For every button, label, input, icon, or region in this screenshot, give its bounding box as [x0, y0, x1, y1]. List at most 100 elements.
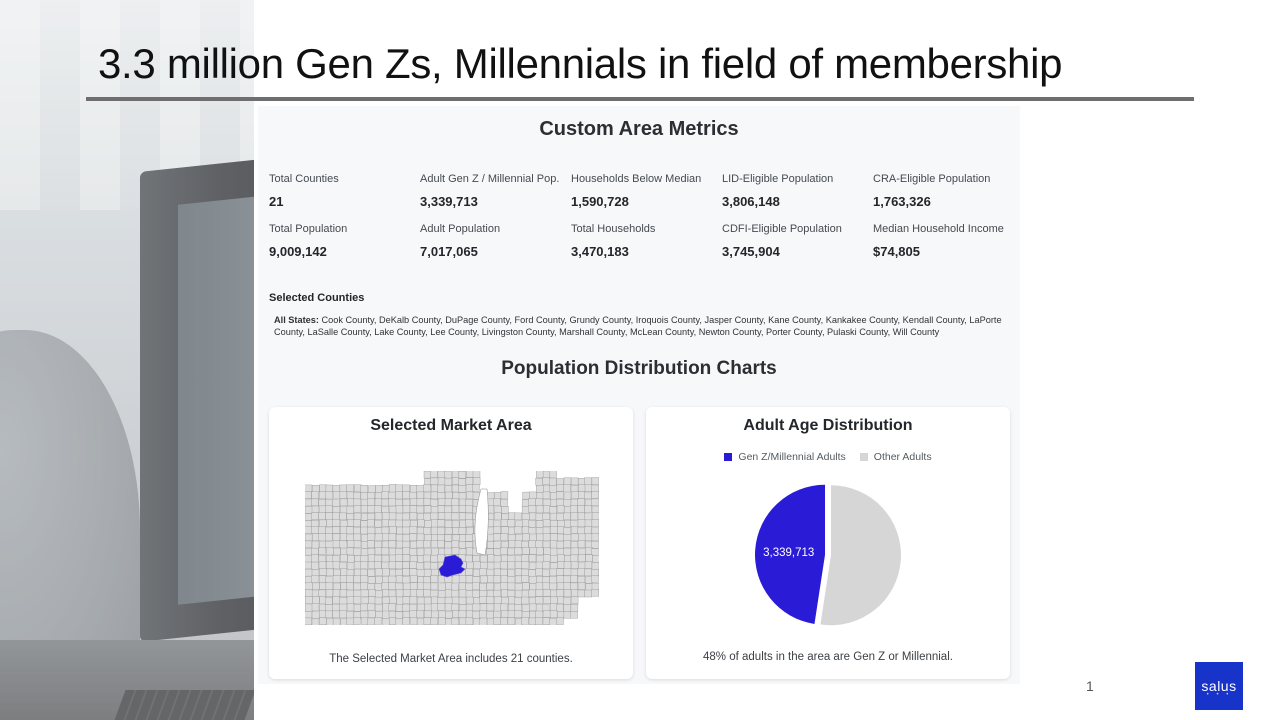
county-shape: [340, 554, 348, 562]
county-shape: [367, 569, 375, 577]
county-shape: [416, 610, 424, 618]
county-shape: [556, 568, 564, 576]
county-shape: [431, 611, 439, 619]
county-shape: [346, 569, 355, 577]
county-shape: [325, 610, 333, 619]
market-area-map: [305, 471, 599, 625]
county-shape: [459, 617, 467, 625]
metric-value: 3,339,713: [420, 194, 478, 209]
county-shape: [570, 477, 579, 486]
county-shape: [402, 540, 410, 549]
county-shape: [353, 526, 361, 535]
county-shape: [444, 527, 453, 535]
county-shape: [500, 533, 508, 541]
county-shape: [563, 512, 571, 521]
county-shape: [318, 561, 327, 569]
county-shape: [466, 547, 474, 555]
metric-label: Households Below Median: [571, 173, 702, 185]
county-shape: [472, 555, 480, 563]
selected-counties-list: All States: Cook County, DeKalb County, …: [274, 314, 1009, 338]
county-shape: [325, 533, 333, 541]
county-shape: [549, 568, 558, 577]
county-shape: [556, 604, 564, 612]
county-shape: [584, 526, 592, 534]
county-shape: [333, 568, 341, 577]
county-shape: [402, 568, 410, 576]
county-shape: [325, 526, 333, 535]
county-shape: [332, 519, 340, 527]
county-shape: [466, 471, 474, 478]
county-shape: [325, 589, 334, 597]
county-shape: [458, 610, 466, 618]
county-shape: [339, 512, 347, 521]
county-shape: [522, 513, 530, 521]
county-shape: [591, 582, 599, 591]
county-shape: [542, 617, 551, 625]
county-shape: [353, 505, 362, 513]
county-shape: [501, 610, 509, 618]
county-shape: [374, 617, 382, 625]
county-shape: [333, 575, 341, 583]
county-shape: [305, 596, 313, 604]
county-shape: [402, 512, 410, 521]
county-shape: [375, 533, 383, 541]
county-shape: [500, 617, 508, 625]
county-shape: [325, 582, 334, 590]
county-shape: [312, 596, 320, 604]
county-shape: [472, 471, 481, 478]
county-shape: [395, 484, 403, 492]
county-shape: [423, 505, 432, 513]
county-shape: [521, 590, 530, 598]
county-shape: [494, 512, 502, 520]
county-shape: [305, 576, 313, 584]
county-shape: [353, 512, 362, 521]
county-shape: [542, 477, 550, 485]
metric-cell: CRA-Eligible Population 1,763,326: [873, 173, 1020, 209]
county-shape: [430, 512, 438, 521]
county-shape: [409, 604, 417, 612]
county-shape: [437, 597, 445, 605]
county-shape: [465, 617, 474, 625]
county-shape: [311, 547, 319, 556]
county-shape: [570, 505, 578, 513]
population-charts-heading: Population Distribution Charts: [501, 358, 777, 379]
county-shape: [410, 485, 418, 493]
county-shape: [563, 477, 572, 485]
county-shape: [360, 561, 368, 569]
county-shape: [430, 477, 438, 486]
county-shape: [521, 506, 530, 514]
county-shape: [571, 547, 579, 556]
county-shape: [493, 526, 501, 534]
county-shape: [507, 561, 515, 569]
county-shape: [528, 527, 536, 535]
county-shape: [389, 526, 397, 534]
county-shape: [493, 583, 502, 591]
market-area-card: Selected Market Area The Selected Market…: [269, 407, 633, 679]
metric-value: 21: [269, 194, 284, 209]
county-shape: [494, 596, 502, 604]
county-shape: [389, 554, 397, 563]
county-shape: [500, 575, 509, 583]
county-shape: [535, 596, 543, 604]
county-shape: [535, 478, 543, 486]
county-shape: [571, 526, 579, 534]
county-shape: [465, 575, 474, 583]
metrics-grid: Total Counties 21 Adult Gen Z / Millennial…: [269, 173, 1019, 259]
county-shape: [458, 541, 467, 549]
county-shape: [480, 575, 488, 584]
county-shape: [577, 576, 586, 584]
county-shape: [423, 548, 432, 556]
county-shape: [305, 540, 313, 549]
county-shape: [563, 597, 571, 605]
county-shape: [578, 533, 586, 542]
county-shape: [501, 519, 509, 527]
metric-cell: Total Households 3,470,183: [571, 223, 722, 259]
county-shape: [381, 561, 389, 570]
county-shape: [311, 491, 319, 499]
county-shape: [410, 498, 418, 506]
county-shape: [571, 491, 579, 499]
county-shape: [543, 498, 551, 507]
county-shape: [410, 520, 418, 528]
county-shape: [563, 484, 571, 492]
county-shape: [570, 561, 579, 569]
